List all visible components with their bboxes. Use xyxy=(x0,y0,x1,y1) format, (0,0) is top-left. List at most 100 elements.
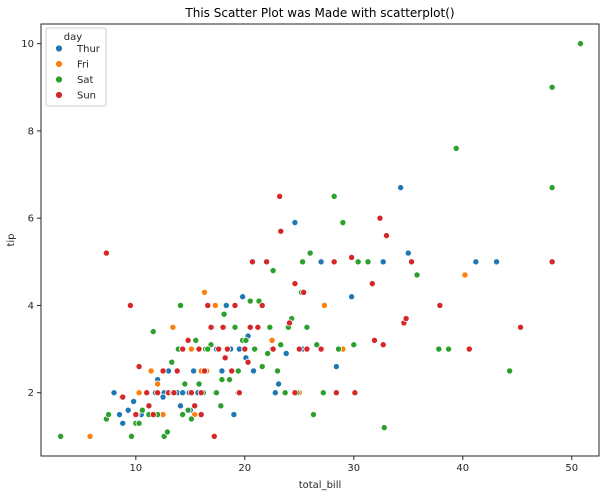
point-sat xyxy=(176,301,184,309)
legend-marker-fri xyxy=(55,60,63,68)
point-sat xyxy=(299,258,307,266)
point-sat xyxy=(251,345,259,353)
point-fri xyxy=(147,367,155,375)
point-sun xyxy=(248,258,256,266)
point-sun xyxy=(197,411,205,419)
x-tick-label: 10 xyxy=(129,463,142,474)
point-sun xyxy=(173,367,181,375)
point-sat xyxy=(217,402,225,410)
point-sat xyxy=(354,258,362,266)
point-thur xyxy=(230,411,238,419)
point-sun xyxy=(210,432,218,440)
point-fri xyxy=(86,432,94,440)
legend-label-fri: Fri xyxy=(77,60,89,71)
point-fri xyxy=(135,389,143,397)
point-sun xyxy=(221,354,229,362)
point-thur xyxy=(110,389,118,397)
x-tick-label: 40 xyxy=(456,463,469,474)
legend-marker-sat xyxy=(55,75,63,84)
legend-marker-sun xyxy=(55,91,63,99)
y-tick-label: 10 xyxy=(21,39,34,50)
point-sun xyxy=(295,345,303,353)
point-sun xyxy=(244,358,252,366)
x-axis-label: total_bill xyxy=(299,480,342,491)
point-sat xyxy=(57,432,65,440)
point-sun xyxy=(277,227,285,235)
point-sun xyxy=(207,323,215,331)
point-thur xyxy=(493,258,501,266)
point-sun xyxy=(154,389,162,397)
point-thur xyxy=(130,397,138,405)
point-sat xyxy=(234,367,242,375)
point-thur xyxy=(222,301,230,309)
point-sun xyxy=(119,393,127,401)
point-sat xyxy=(218,376,226,384)
point-sat xyxy=(548,83,556,91)
point-sat xyxy=(306,249,314,257)
y-tick-label: 2 xyxy=(28,388,34,399)
series-sun xyxy=(102,192,556,440)
point-sun xyxy=(149,411,157,419)
point-sun xyxy=(517,323,525,331)
point-sat xyxy=(184,406,192,414)
point-sat xyxy=(313,341,321,349)
point-sat xyxy=(576,40,584,48)
point-thur xyxy=(119,419,127,427)
y-tick-label: 8 xyxy=(28,126,34,137)
point-sat xyxy=(135,419,143,427)
point-sat xyxy=(220,310,228,318)
legend-label-sat: Sat xyxy=(77,75,93,86)
point-sat xyxy=(548,184,556,192)
point-sat xyxy=(435,345,443,353)
point-sun xyxy=(132,411,140,419)
point-sun xyxy=(370,336,378,344)
point-sat xyxy=(168,358,176,366)
point-sun xyxy=(254,323,262,331)
point-sun xyxy=(300,288,308,296)
legend-title: day xyxy=(64,32,82,43)
point-sun xyxy=(215,345,223,353)
y-axis-ticks: 2 4 6 8 10 xyxy=(21,39,41,399)
point-sat xyxy=(350,341,358,349)
point-fri xyxy=(461,271,469,279)
point-fri xyxy=(187,345,195,353)
point-sun xyxy=(332,389,340,397)
point-sat xyxy=(127,432,135,440)
y-tick-label: 6 xyxy=(28,214,34,225)
point-thur xyxy=(190,367,198,375)
point-sat xyxy=(138,406,146,414)
point-thur xyxy=(275,380,283,388)
x-tick-label: 30 xyxy=(347,463,360,474)
legend-label-sun: Sun xyxy=(77,91,96,102)
point-sun xyxy=(348,253,356,261)
point-sun xyxy=(231,301,239,309)
point-thur xyxy=(176,402,184,410)
point-thur xyxy=(317,258,325,266)
point-thur xyxy=(271,389,279,397)
point-sun xyxy=(184,336,192,344)
point-sun xyxy=(145,402,153,410)
point-sun xyxy=(241,345,249,353)
point-sat xyxy=(335,345,343,353)
point-sat xyxy=(204,345,212,353)
point-sat xyxy=(226,376,234,384)
point-sat xyxy=(364,258,372,266)
point-fri xyxy=(200,288,208,296)
y-tick-label: 4 xyxy=(28,301,34,312)
point-sun xyxy=(368,280,376,288)
point-sun xyxy=(465,345,473,353)
point-sat xyxy=(149,328,157,336)
point-fri xyxy=(169,323,177,331)
point-sat xyxy=(187,415,195,423)
point-sat xyxy=(212,389,220,397)
point-sun xyxy=(402,315,410,323)
point-thur xyxy=(348,293,356,301)
point-thur xyxy=(179,389,187,397)
point-thur xyxy=(397,184,405,192)
point-sun xyxy=(135,363,143,371)
point-sat xyxy=(231,323,239,331)
point-sat xyxy=(281,389,289,397)
point-sun xyxy=(143,389,151,397)
point-sun xyxy=(223,345,231,353)
